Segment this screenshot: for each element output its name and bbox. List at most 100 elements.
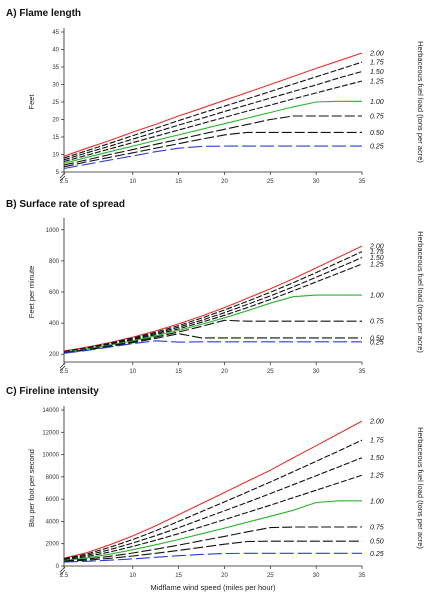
chart0-series-2-00-line	[63, 52, 363, 157]
chart2-series-1-00-line	[63, 500, 362, 561]
chart0-x-tick-label: 30	[313, 179, 320, 185]
chart2-axis-break	[59, 569, 66, 576]
chart2-y-tick-label: 0	[56, 564, 60, 570]
chart2-series-label: 0.75	[370, 525, 384, 532]
chart0-x-tick-label: 15	[175, 179, 182, 185]
chart1-series-label: 0.25	[370, 339, 384, 346]
chart0-series-label: 0.50	[370, 130, 384, 137]
chart0-series-label: 2.00	[369, 51, 384, 58]
chart0-series-label: 0.25	[370, 144, 384, 151]
chart2-series-label: 1.00	[370, 498, 384, 505]
chart0-series-label: 1.00	[370, 99, 384, 106]
chart0-y-tick-label: 45	[52, 30, 59, 36]
chart0-series-1-25-line	[63, 80, 363, 163]
chart1-series-label: 1.50	[370, 255, 384, 262]
chart1-title: B) Surface rate of spread	[6, 199, 125, 210]
chart1-x-tick-label: 25	[267, 369, 274, 375]
chart1-axis-break	[59, 365, 66, 372]
chart2-series-label: 1.50	[370, 455, 384, 462]
chart1-series-1-25-line	[63, 263, 363, 353]
chart1-series-1-50-line	[63, 256, 363, 353]
chart0-axis-break	[59, 172, 66, 179]
chart2-x-tick-label: 30	[313, 573, 320, 579]
chart1-x-tick-label: 35	[359, 369, 366, 375]
chart2-x-axis-label: Midflame wind speed (miles per hour)	[150, 583, 276, 592]
chart1-axis-break	[59, 362, 66, 369]
chart1-series-0-25-line	[63, 340, 362, 354]
chart2-series-label: 2.00	[369, 419, 384, 426]
chart2-series-1-25-line	[63, 474, 363, 561]
chart1-x-tick-label: 20	[221, 369, 228, 375]
chart0-title: A) Flame length	[6, 8, 81, 19]
chart0-series-0-25-line	[63, 145, 362, 170]
chart2-series-0-75-line	[63, 526, 362, 562]
chart2-series-label: 0.50	[370, 539, 384, 546]
chart0-x-tick-label: 2.5	[60, 179, 69, 185]
chart0-y-tick-label: 40	[52, 48, 59, 54]
chart1-y-tick-label: 400	[49, 321, 60, 327]
chart1-series-1-00-line	[63, 294, 362, 353]
chart0-y-axis-label: Feet	[27, 94, 36, 110]
chart2-y-tick-label: 8000	[46, 475, 60, 481]
chart1-x-tick-label: 10	[129, 369, 136, 375]
chart2-series-1-75-line	[63, 439, 363, 560]
chart0-x-tick-label: 10	[129, 179, 136, 185]
chart2-x-tick-label: 20	[221, 573, 228, 579]
chart2-x-tick-label: 25	[267, 573, 274, 579]
chart2-series-label: 1.75	[370, 438, 384, 445]
chart1-x-tick-label: 2.5	[60, 369, 69, 375]
chart1-series-1-75-line	[63, 251, 363, 352]
chart0-y-tick-label: 30	[52, 83, 59, 89]
chart2-series-2-00-line	[63, 420, 363, 559]
chart0-series-0-75-line	[63, 115, 362, 166]
chart0-series-label: 1.75	[370, 60, 384, 67]
chart1-series-0-75-line	[63, 319, 362, 354]
chart0-x-tick-label: 20	[221, 179, 228, 185]
chart0-y-tick-label: 20	[52, 118, 59, 124]
chart0-y-tick-label: 5	[56, 170, 60, 176]
chart0-series-0-50-line	[63, 131, 362, 168]
chart1-series-label: 1.00	[370, 293, 384, 300]
chart1-series-2-00-line	[63, 245, 363, 352]
chart1-y-tick-label: 1000	[46, 228, 60, 234]
chart1-y-tick-label: 600	[49, 290, 60, 296]
chart0-series-label: 0.75	[370, 114, 384, 121]
chart0-series-1-00-line	[63, 100, 362, 164]
chart2-x-tick-label: 2.5	[60, 573, 69, 579]
chart0-x-tick-label: 25	[267, 179, 274, 185]
chart2-title: C) Fireline intensity	[6, 386, 99, 397]
chart2-series-0-50-line	[63, 540, 362, 563]
chart1-series-label: 1.25	[370, 262, 384, 269]
chart0-series-1-50-line	[63, 70, 363, 161]
chart1-x-tick-label: 30	[313, 369, 320, 375]
chart0-series-label: 1.50	[370, 69, 384, 76]
chart1-y-axis-label: Feet per minute	[27, 266, 36, 319]
chart2-right-legend-title: Herbaceous fuel load (tons per acre)	[416, 427, 425, 549]
chart1-series-label: 1.75	[370, 249, 384, 256]
chart0-y-tick-label: 25	[52, 100, 59, 106]
chart2-axis-break	[59, 566, 66, 573]
chart2-y-tick-label: 14000	[42, 408, 59, 414]
chart2-series-0-25-line	[63, 552, 362, 563]
chart2-series-1-50-line	[63, 457, 363, 560]
chart2-y-tick-label: 2000	[46, 542, 60, 548]
chart0-series-1-75-line	[63, 61, 363, 159]
chart1-series-label: 0.75	[370, 319, 384, 326]
chart2-y-axis-label: Btu per foot per second	[27, 449, 36, 527]
chart2-y-tick-label: 10000	[42, 453, 59, 459]
chart2-series-label: 1.25	[370, 473, 384, 480]
chart0-y-tick-label: 10	[52, 153, 59, 159]
chart2-series-label: 0.25	[370, 551, 384, 558]
chart2-x-tick-label: 15	[175, 573, 182, 579]
chart0-right-legend-title: Herbaceous fuel load (tons per acre)	[416, 41, 425, 163]
chart1-x-tick-label: 15	[175, 369, 182, 375]
chart0-axis-break	[59, 175, 66, 182]
chart0-x-tick-label: 35	[359, 179, 366, 185]
chart2-y-tick-label: 4000	[46, 519, 60, 525]
chart1-series-0-50-line	[63, 333, 362, 354]
chart0-y-tick-label: 15	[52, 135, 59, 141]
chart1-series-label: 2.00	[369, 244, 384, 251]
chart1-right-legend-title: Herbaceous fuel load (tons per acre)	[416, 231, 425, 353]
chart0-series-label: 1.25	[370, 79, 384, 86]
